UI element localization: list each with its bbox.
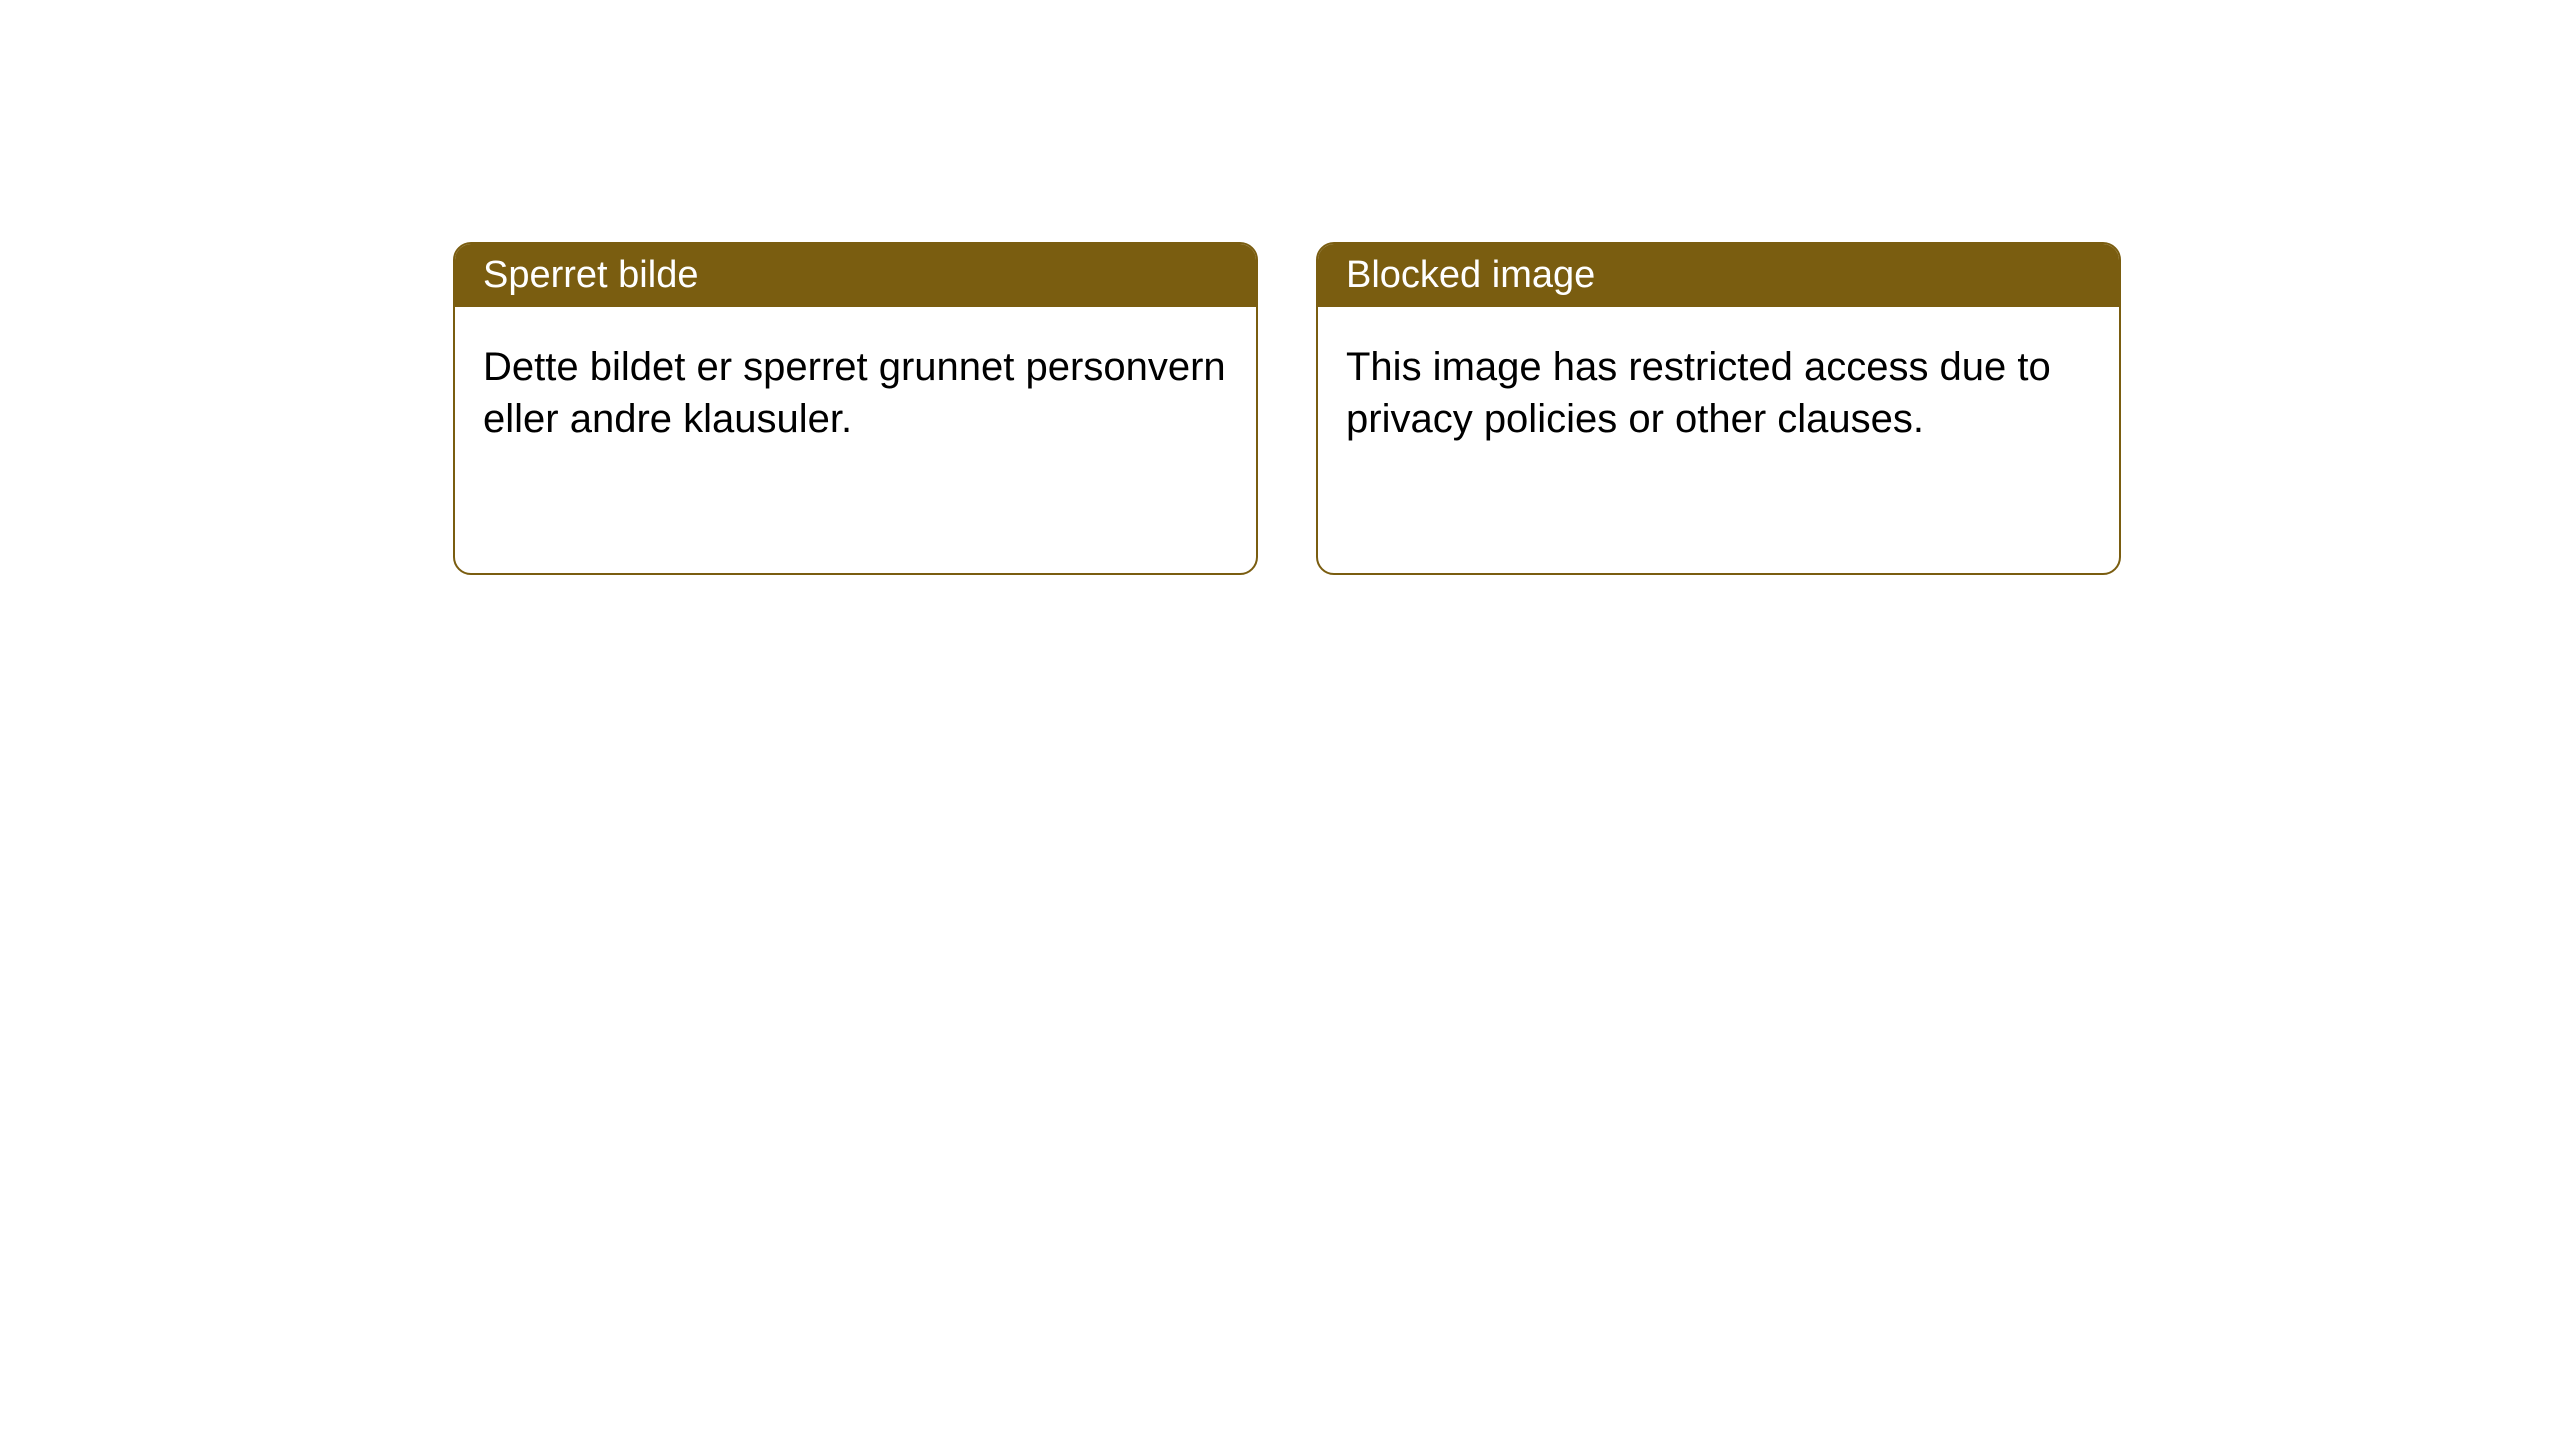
notice-header: Sperret bilde bbox=[455, 244, 1256, 307]
notice-body: This image has restricted access due to … bbox=[1318, 307, 2119, 479]
notice-card-norwegian: Sperret bilde Dette bildet er sperret gr… bbox=[453, 242, 1258, 575]
notice-card-english: Blocked image This image has restricted … bbox=[1316, 242, 2121, 575]
notice-container: Sperret bilde Dette bildet er sperret gr… bbox=[0, 0, 2560, 575]
notice-body: Dette bildet er sperret grunnet personve… bbox=[455, 307, 1256, 479]
notice-header: Blocked image bbox=[1318, 244, 2119, 307]
